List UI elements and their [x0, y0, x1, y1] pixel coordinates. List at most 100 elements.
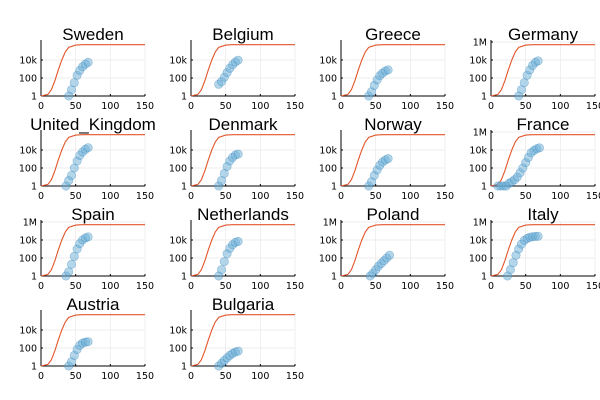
panel-title: Sweden [62, 25, 123, 44]
data-point [533, 56, 543, 66]
x-tick-label: 100 [551, 281, 569, 292]
data-point [534, 143, 544, 153]
y-tick-label: 10k [319, 56, 337, 67]
y-tick-label: 1 [181, 362, 187, 373]
y-tick-label: 100 [169, 164, 187, 175]
x-tick-label: 150 [136, 191, 154, 202]
y-tick-label: 1M [473, 128, 487, 139]
x-tick-label: 150 [586, 101, 600, 112]
model-curve [340, 134, 445, 187]
x-tick-label: 50 [220, 191, 232, 202]
y-tick-label: 100 [169, 344, 187, 355]
x-tick-label: 150 [286, 371, 304, 382]
y-tick-label: 100 [19, 74, 37, 85]
y-tick-label: 1 [31, 272, 37, 283]
panel-bulgaria: 0 50 100 150 1 100 10k Bulgaria [169, 295, 304, 382]
model-curve [490, 224, 595, 277]
y-tick-label: 1M [473, 38, 487, 49]
panel-title: Germany [508, 25, 578, 44]
data-point [233, 236, 243, 246]
data-point [233, 346, 243, 356]
x-tick-label: 100 [251, 371, 269, 382]
x-tick-label: 150 [136, 371, 154, 382]
x-tick-label: 0 [338, 281, 344, 292]
x-tick-label: 50 [370, 191, 382, 202]
data-point [67, 259, 77, 269]
x-tick-label: 150 [136, 101, 154, 112]
y-tick-label: 10k [469, 236, 487, 247]
y-tick-label: 100 [469, 164, 487, 175]
data-point [67, 170, 77, 180]
data-point [69, 251, 79, 261]
y-tick-label: 1 [181, 272, 187, 283]
y-tick-label: 10k [19, 236, 37, 247]
panel-title: Netherlands [197, 205, 289, 224]
x-tick-label: 100 [251, 191, 269, 202]
panel-italy: 0 50 100 150 1 100 10k 1M Italy [469, 205, 600, 292]
y-tick-label: 10k [169, 236, 187, 247]
y-tick-label: 100 [469, 254, 487, 265]
x-tick-label: 50 [70, 281, 82, 292]
data-point [233, 149, 243, 159]
x-tick-label: 50 [220, 371, 232, 382]
y-tick-label: 10k [319, 146, 337, 157]
x-tick-label: 50 [220, 281, 232, 292]
x-tick-label: 0 [38, 101, 44, 112]
y-tick-label: 10k [169, 326, 187, 337]
y-tick-label: 10k [19, 326, 37, 337]
panel-title: Spain [71, 205, 114, 224]
x-tick-label: 150 [286, 281, 304, 292]
x-tick-label: 50 [520, 101, 532, 112]
data-point [383, 65, 393, 75]
y-tick-label: 1 [181, 182, 187, 193]
x-tick-label: 100 [251, 281, 269, 292]
data-point [508, 258, 518, 268]
model-curve [340, 44, 445, 97]
model-curve [190, 224, 295, 277]
panel-title: United_Kingdom [30, 115, 156, 134]
x-tick-label: 100 [101, 281, 119, 292]
panel-austria: 0 50 100 150 1 100 10k Austria [19, 295, 154, 382]
y-tick-label: 100 [469, 74, 487, 85]
x-tick-label: 150 [436, 281, 454, 292]
data-point [69, 78, 79, 88]
y-tick-label: 1 [31, 182, 37, 193]
y-tick-label: 1 [481, 272, 487, 283]
data-point [83, 232, 93, 242]
y-tick-label: 100 [19, 164, 37, 175]
panel-title: Belgium [212, 25, 273, 44]
y-tick-label: 1 [331, 182, 337, 193]
panel-title: Denmark [209, 115, 278, 134]
y-tick-label: 1 [31, 92, 37, 103]
y-tick-label: 10k [319, 236, 337, 247]
y-tick-label: 1 [331, 92, 337, 103]
y-tick-label: 100 [19, 344, 37, 355]
x-tick-label: 0 [488, 191, 494, 202]
model-curve [40, 134, 145, 187]
x-tick-label: 50 [370, 101, 382, 112]
x-tick-label: 50 [220, 101, 232, 112]
x-tick-label: 100 [401, 101, 419, 112]
x-tick-label: 0 [488, 101, 494, 112]
panel-poland: 0 50 100 150 1 100 10k 1M Poland [319, 205, 454, 292]
x-tick-label: 100 [251, 101, 269, 112]
data-point [83, 57, 93, 67]
x-tick-label: 0 [188, 101, 194, 112]
y-tick-label: 10k [19, 146, 37, 157]
model-curve [190, 134, 295, 187]
panel-france: 0 50 100 150 1 100 10k 1M France [469, 115, 600, 202]
model-curve [40, 224, 145, 277]
x-tick-label: 0 [338, 101, 344, 112]
data-point [533, 231, 543, 241]
y-tick-label: 100 [319, 164, 337, 175]
y-tick-label: 100 [169, 74, 187, 85]
y-tick-label: 1 [31, 362, 37, 373]
y-tick-label: 1 [181, 92, 187, 103]
y-tick-label: 10k [19, 56, 37, 67]
data-point [217, 265, 227, 275]
data-point [519, 78, 529, 88]
data-point [383, 154, 393, 164]
x-tick-label: 100 [551, 191, 569, 202]
x-tick-label: 150 [436, 191, 454, 202]
